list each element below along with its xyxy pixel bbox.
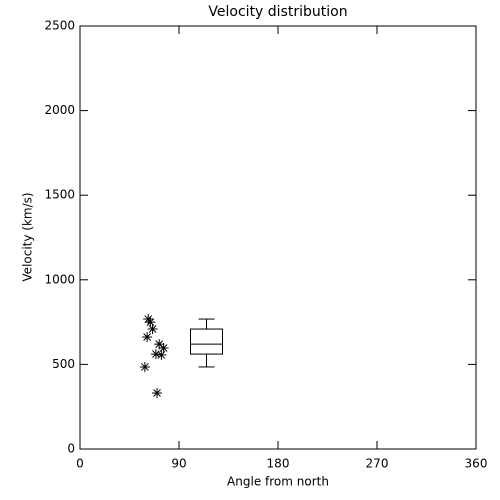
data-point [156, 349, 167, 360]
x-tick-label: 180 [267, 457, 290, 471]
data-point [142, 331, 153, 342]
y-tick-label: 500 [52, 357, 75, 371]
x-tick-label: 270 [366, 457, 389, 471]
box [190, 328, 223, 355]
y-tick-label: 2000 [44, 103, 75, 117]
data-point [147, 324, 158, 335]
y-tick-label: 0 [67, 442, 75, 456]
data-point [139, 361, 150, 372]
data-point [143, 314, 154, 325]
plot-frame [79, 25, 477, 450]
data-point [158, 342, 169, 353]
chart-title: Velocity distribution [208, 4, 347, 20]
data-point [152, 387, 162, 398]
y-axis-label: Velocity (km/s) [21, 192, 35, 281]
data-point [150, 349, 161, 360]
x-tick-label: 360 [465, 457, 488, 471]
data-point [154, 339, 165, 350]
x-tick-label: 0 [76, 457, 84, 471]
y-tick-label: 2500 [44, 19, 75, 33]
x-axis-label: Angle from north [227, 475, 329, 489]
data-point [145, 317, 156, 328]
y-tick-label: 1000 [44, 272, 75, 286]
y-tick-label: 1500 [44, 188, 75, 202]
x-tick-label: 90 [171, 457, 186, 471]
